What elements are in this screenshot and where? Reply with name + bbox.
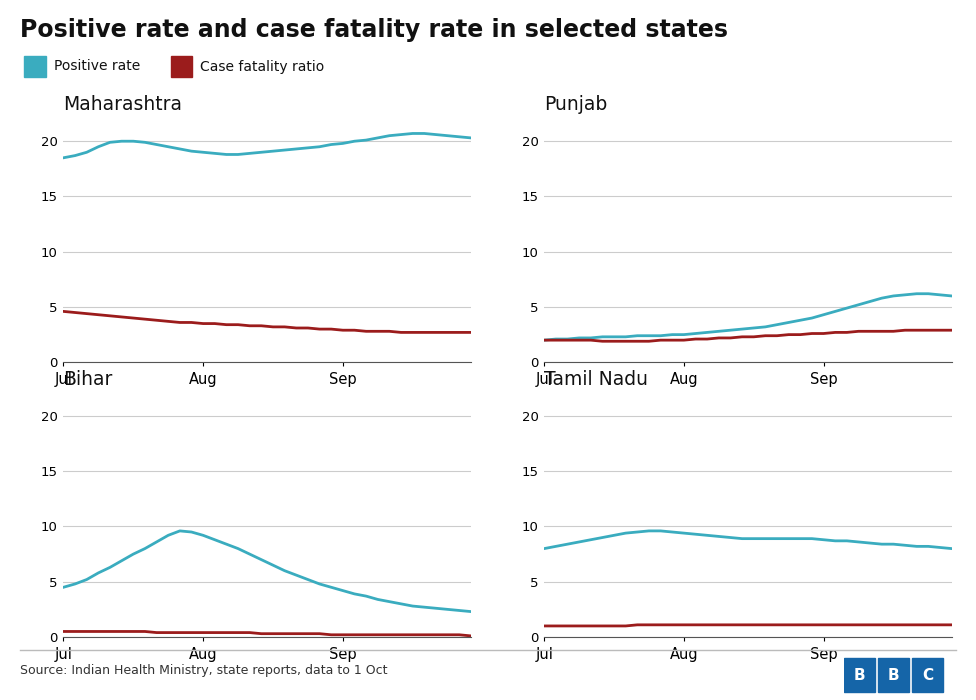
Text: Source: Indian Health Ministry, state reports, data to 1 Oct: Source: Indian Health Ministry, state re…	[20, 664, 387, 677]
Text: B: B	[854, 668, 866, 682]
Text: Tamil Nadu: Tamil Nadu	[545, 370, 648, 389]
Text: Punjab: Punjab	[545, 95, 607, 114]
Bar	[913, 658, 943, 692]
Text: Positive rate and case fatality rate in selected states: Positive rate and case fatality rate in …	[20, 18, 727, 41]
Bar	[844, 658, 874, 692]
Text: Maharashtra: Maharashtra	[63, 95, 183, 114]
Text: Bihar: Bihar	[63, 370, 113, 389]
Bar	[878, 658, 909, 692]
Text: Case fatality ratio: Case fatality ratio	[200, 60, 324, 74]
Text: Positive rate: Positive rate	[54, 60, 140, 74]
Text: B: B	[888, 668, 899, 682]
Text: C: C	[922, 668, 933, 682]
